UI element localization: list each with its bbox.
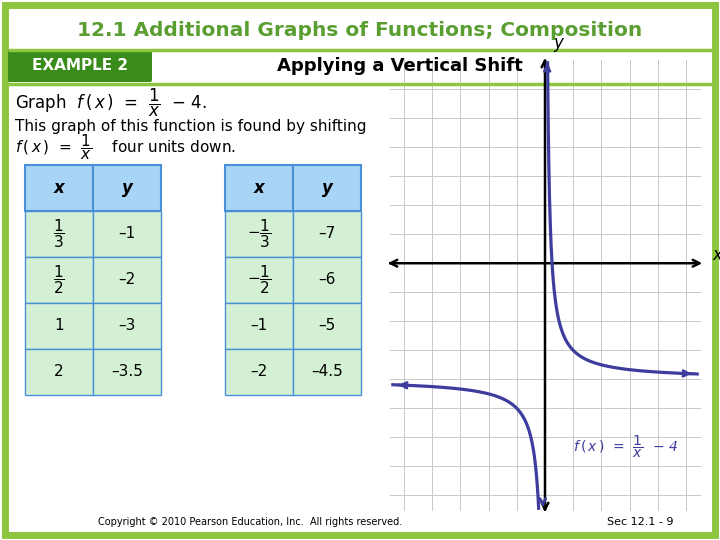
- Text: –2: –2: [118, 273, 135, 287]
- Text: y: y: [122, 179, 132, 197]
- Text: Graph  $f\,(\,x\,)$  =  $\dfrac{1}{x}$  $-$ 4.: Graph $f\,(\,x\,)$ = $\dfrac{1}{x}$ $-$ …: [15, 87, 207, 119]
- Text: $\dfrac{1}{3}$: $\dfrac{1}{3}$: [53, 218, 65, 251]
- FancyBboxPatch shape: [93, 303, 161, 349]
- FancyBboxPatch shape: [225, 349, 293, 395]
- Text: Sec 12.1 - 9: Sec 12.1 - 9: [607, 517, 673, 527]
- FancyBboxPatch shape: [93, 349, 161, 395]
- Text: –5: –5: [318, 319, 336, 334]
- FancyBboxPatch shape: [8, 50, 152, 82]
- FancyBboxPatch shape: [25, 211, 93, 257]
- Text: –6: –6: [318, 273, 336, 287]
- FancyBboxPatch shape: [93, 211, 161, 257]
- Text: y: y: [553, 34, 563, 52]
- Text: Copyright © 2010 Pearson Education, Inc.  All rights reserved.: Copyright © 2010 Pearson Education, Inc.…: [98, 517, 402, 527]
- Text: –1: –1: [118, 226, 135, 241]
- FancyBboxPatch shape: [225, 211, 293, 257]
- Text: $f\,(\,x\,)$  =  $\dfrac{1}{x}$    four units down.: $f\,(\,x\,)$ = $\dfrac{1}{x}$ four units…: [15, 132, 236, 162]
- Text: EXAMPLE 2: EXAMPLE 2: [32, 58, 128, 73]
- FancyBboxPatch shape: [25, 349, 93, 395]
- FancyBboxPatch shape: [293, 349, 361, 395]
- Text: Applying a Vertical Shift: Applying a Vertical Shift: [277, 57, 523, 75]
- Text: $f\,(\,x\,)$  =  $\dfrac{1}{x}$  $-$ 4: $f\,(\,x\,)$ = $\dfrac{1}{x}$ $-$ 4: [573, 433, 678, 460]
- Text: –3.5: –3.5: [111, 364, 143, 380]
- Text: 2: 2: [54, 364, 64, 380]
- FancyBboxPatch shape: [225, 257, 293, 303]
- FancyBboxPatch shape: [25, 165, 93, 211]
- Text: 1: 1: [54, 319, 64, 334]
- FancyBboxPatch shape: [93, 165, 161, 211]
- Text: y: y: [322, 179, 333, 197]
- Text: x: x: [712, 246, 720, 264]
- Text: $\dfrac{1}{2}$: $\dfrac{1}{2}$: [53, 264, 65, 296]
- FancyBboxPatch shape: [293, 257, 361, 303]
- Text: $-$$\dfrac{1}{2}$: $-$$\dfrac{1}{2}$: [247, 264, 271, 296]
- FancyBboxPatch shape: [225, 165, 293, 211]
- FancyBboxPatch shape: [293, 165, 361, 211]
- Text: –2: –2: [251, 364, 268, 380]
- Text: –4.5: –4.5: [311, 364, 343, 380]
- Text: 12.1 Additional Graphs of Functions; Composition: 12.1 Additional Graphs of Functions; Com…: [77, 21, 643, 39]
- FancyBboxPatch shape: [293, 211, 361, 257]
- FancyBboxPatch shape: [293, 303, 361, 349]
- Text: x: x: [253, 179, 264, 197]
- Text: x: x: [53, 179, 64, 197]
- Text: –3: –3: [118, 319, 135, 334]
- FancyBboxPatch shape: [25, 303, 93, 349]
- FancyBboxPatch shape: [225, 303, 293, 349]
- FancyBboxPatch shape: [5, 5, 715, 535]
- Text: –7: –7: [318, 226, 336, 241]
- Text: $-$$\dfrac{1}{3}$: $-$$\dfrac{1}{3}$: [247, 218, 271, 251]
- Text: –1: –1: [251, 319, 268, 334]
- FancyBboxPatch shape: [93, 257, 161, 303]
- FancyBboxPatch shape: [25, 257, 93, 303]
- Text: This graph of this function is found by shifting: This graph of this function is found by …: [15, 119, 366, 134]
